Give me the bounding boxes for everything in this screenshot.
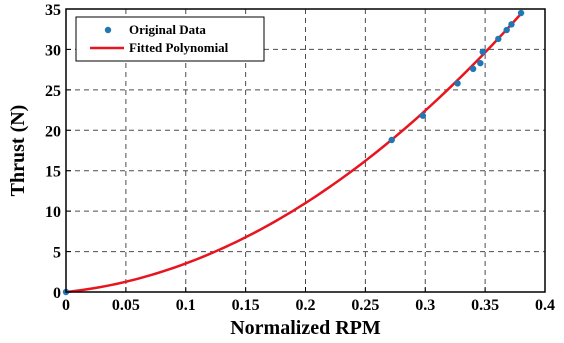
legend-label-fitted-polynomial: Fitted Polynomial (129, 40, 229, 55)
x-tick-label: 0.25 (351, 297, 379, 314)
data-point (503, 26, 510, 34)
data-point (508, 21, 515, 28)
legend-marker-original-data (104, 26, 112, 34)
y-tick-label: 35 (45, 2, 61, 19)
data-point (469, 65, 477, 73)
legend: Original Data Fitted Polynomial (75, 16, 265, 62)
data-point (419, 112, 427, 119)
y-tick-label: 15 (45, 164, 61, 181)
grid-lines (66, 9, 545, 292)
legend-box (75, 16, 265, 62)
data-point (388, 136, 395, 144)
data-point (495, 35, 502, 43)
x-tick-label: 0.05 (112, 297, 140, 314)
data-point (517, 9, 525, 17)
legend-label-original-data: Original Data (129, 22, 206, 37)
y-tick-label: 20 (45, 123, 61, 140)
fitted-polynomial-line (65, 12, 522, 294)
x-tick-label: 0.3 (415, 297, 435, 314)
x-tick-label: 0.35 (471, 297, 499, 314)
x-tick-label: 0 (62, 297, 70, 314)
y-tick-label: 10 (45, 204, 61, 221)
x-tick-label: 0.4 (535, 297, 555, 314)
axis-ticks: 0 0.05 0.1 0.15 0.2 0.25 0.3 0.35 0.4 0 5 10 15 20 25 3… (45, 2, 555, 314)
y-tick-label: 5 (53, 245, 61, 262)
y-tick-label: 25 (45, 83, 61, 100)
data-point (477, 59, 484, 67)
plot-area (62, 9, 525, 296)
y-axis-label: Thrust (N) (7, 105, 29, 197)
x-tick-label: 0.1 (176, 297, 196, 314)
y-tick-label: 0 (53, 285, 61, 302)
y-tick-label: 30 (45, 42, 61, 59)
x-tick-label: 0.2 (296, 297, 316, 314)
x-axis-label: Normalized RPM (230, 317, 381, 339)
data-point (479, 48, 486, 56)
data-point (454, 80, 461, 87)
x-tick-label: 0.15 (232, 297, 260, 314)
